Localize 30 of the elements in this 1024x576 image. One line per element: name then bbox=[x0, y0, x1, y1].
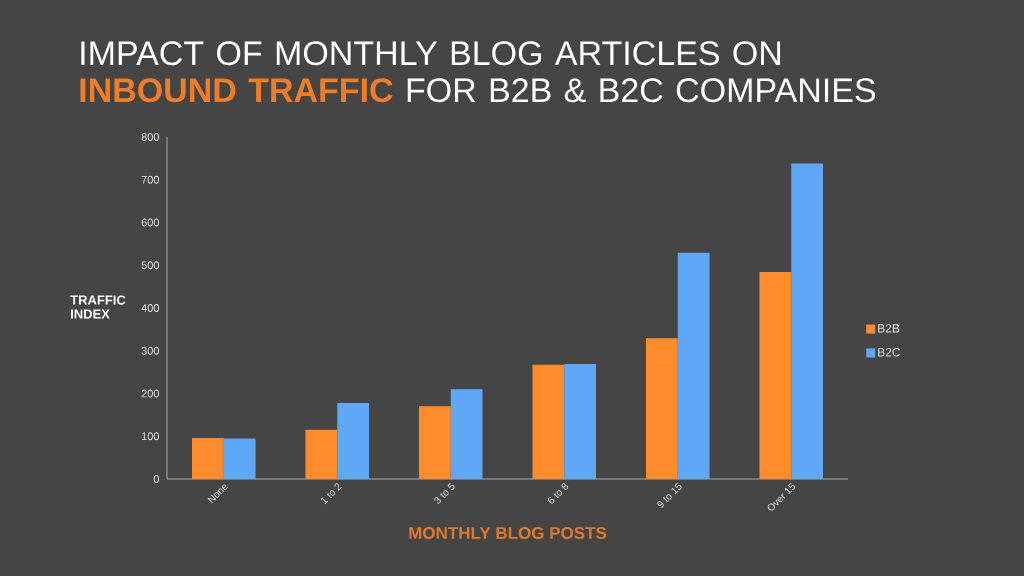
bar bbox=[564, 364, 597, 479]
y-tick-label: 700 bbox=[141, 175, 160, 184]
bar bbox=[418, 406, 451, 479]
y-tick-label: 300 bbox=[141, 346, 160, 355]
y-tick-label: 600 bbox=[141, 218, 160, 227]
bar bbox=[532, 364, 565, 479]
legend-label: B2B bbox=[878, 324, 900, 333]
bar bbox=[677, 252, 710, 479]
y-tick-label: 400 bbox=[141, 304, 160, 312]
x-tick-label: 6 to 8 bbox=[548, 483, 569, 504]
y-tick-label: 200 bbox=[141, 389, 160, 398]
x-tick-label: 3 to 5 bbox=[434, 482, 455, 504]
x-tick-label: 9 to 15 bbox=[657, 482, 682, 508]
y-tick-label: 800 bbox=[141, 133, 160, 141]
legend-label: B2C bbox=[878, 348, 901, 357]
x-tick-label: 1 to 2 bbox=[321, 483, 342, 505]
y-tick-label: 500 bbox=[141, 261, 160, 270]
bar bbox=[645, 338, 678, 479]
bar bbox=[337, 402, 370, 479]
y-tick-label: 100 bbox=[141, 432, 160, 441]
y-tick-label: 0 bbox=[153, 475, 160, 483]
bar bbox=[223, 438, 256, 479]
bar bbox=[305, 429, 338, 479]
bar bbox=[450, 389, 483, 479]
bar bbox=[759, 272, 792, 479]
chart-title: IMPACT OF MONTHLY BLOG ARTICLES ON INBOUND TRAFFIC FOR B2B & B2C COMPANIES bbox=[80, 41, 876, 103]
bar bbox=[191, 437, 224, 479]
y-axis-title: TRAFFIC INDEX bbox=[70, 295, 126, 319]
x-axis-title: MONTHLY BLOG POSTS bbox=[409, 526, 607, 540]
bar bbox=[791, 163, 824, 479]
